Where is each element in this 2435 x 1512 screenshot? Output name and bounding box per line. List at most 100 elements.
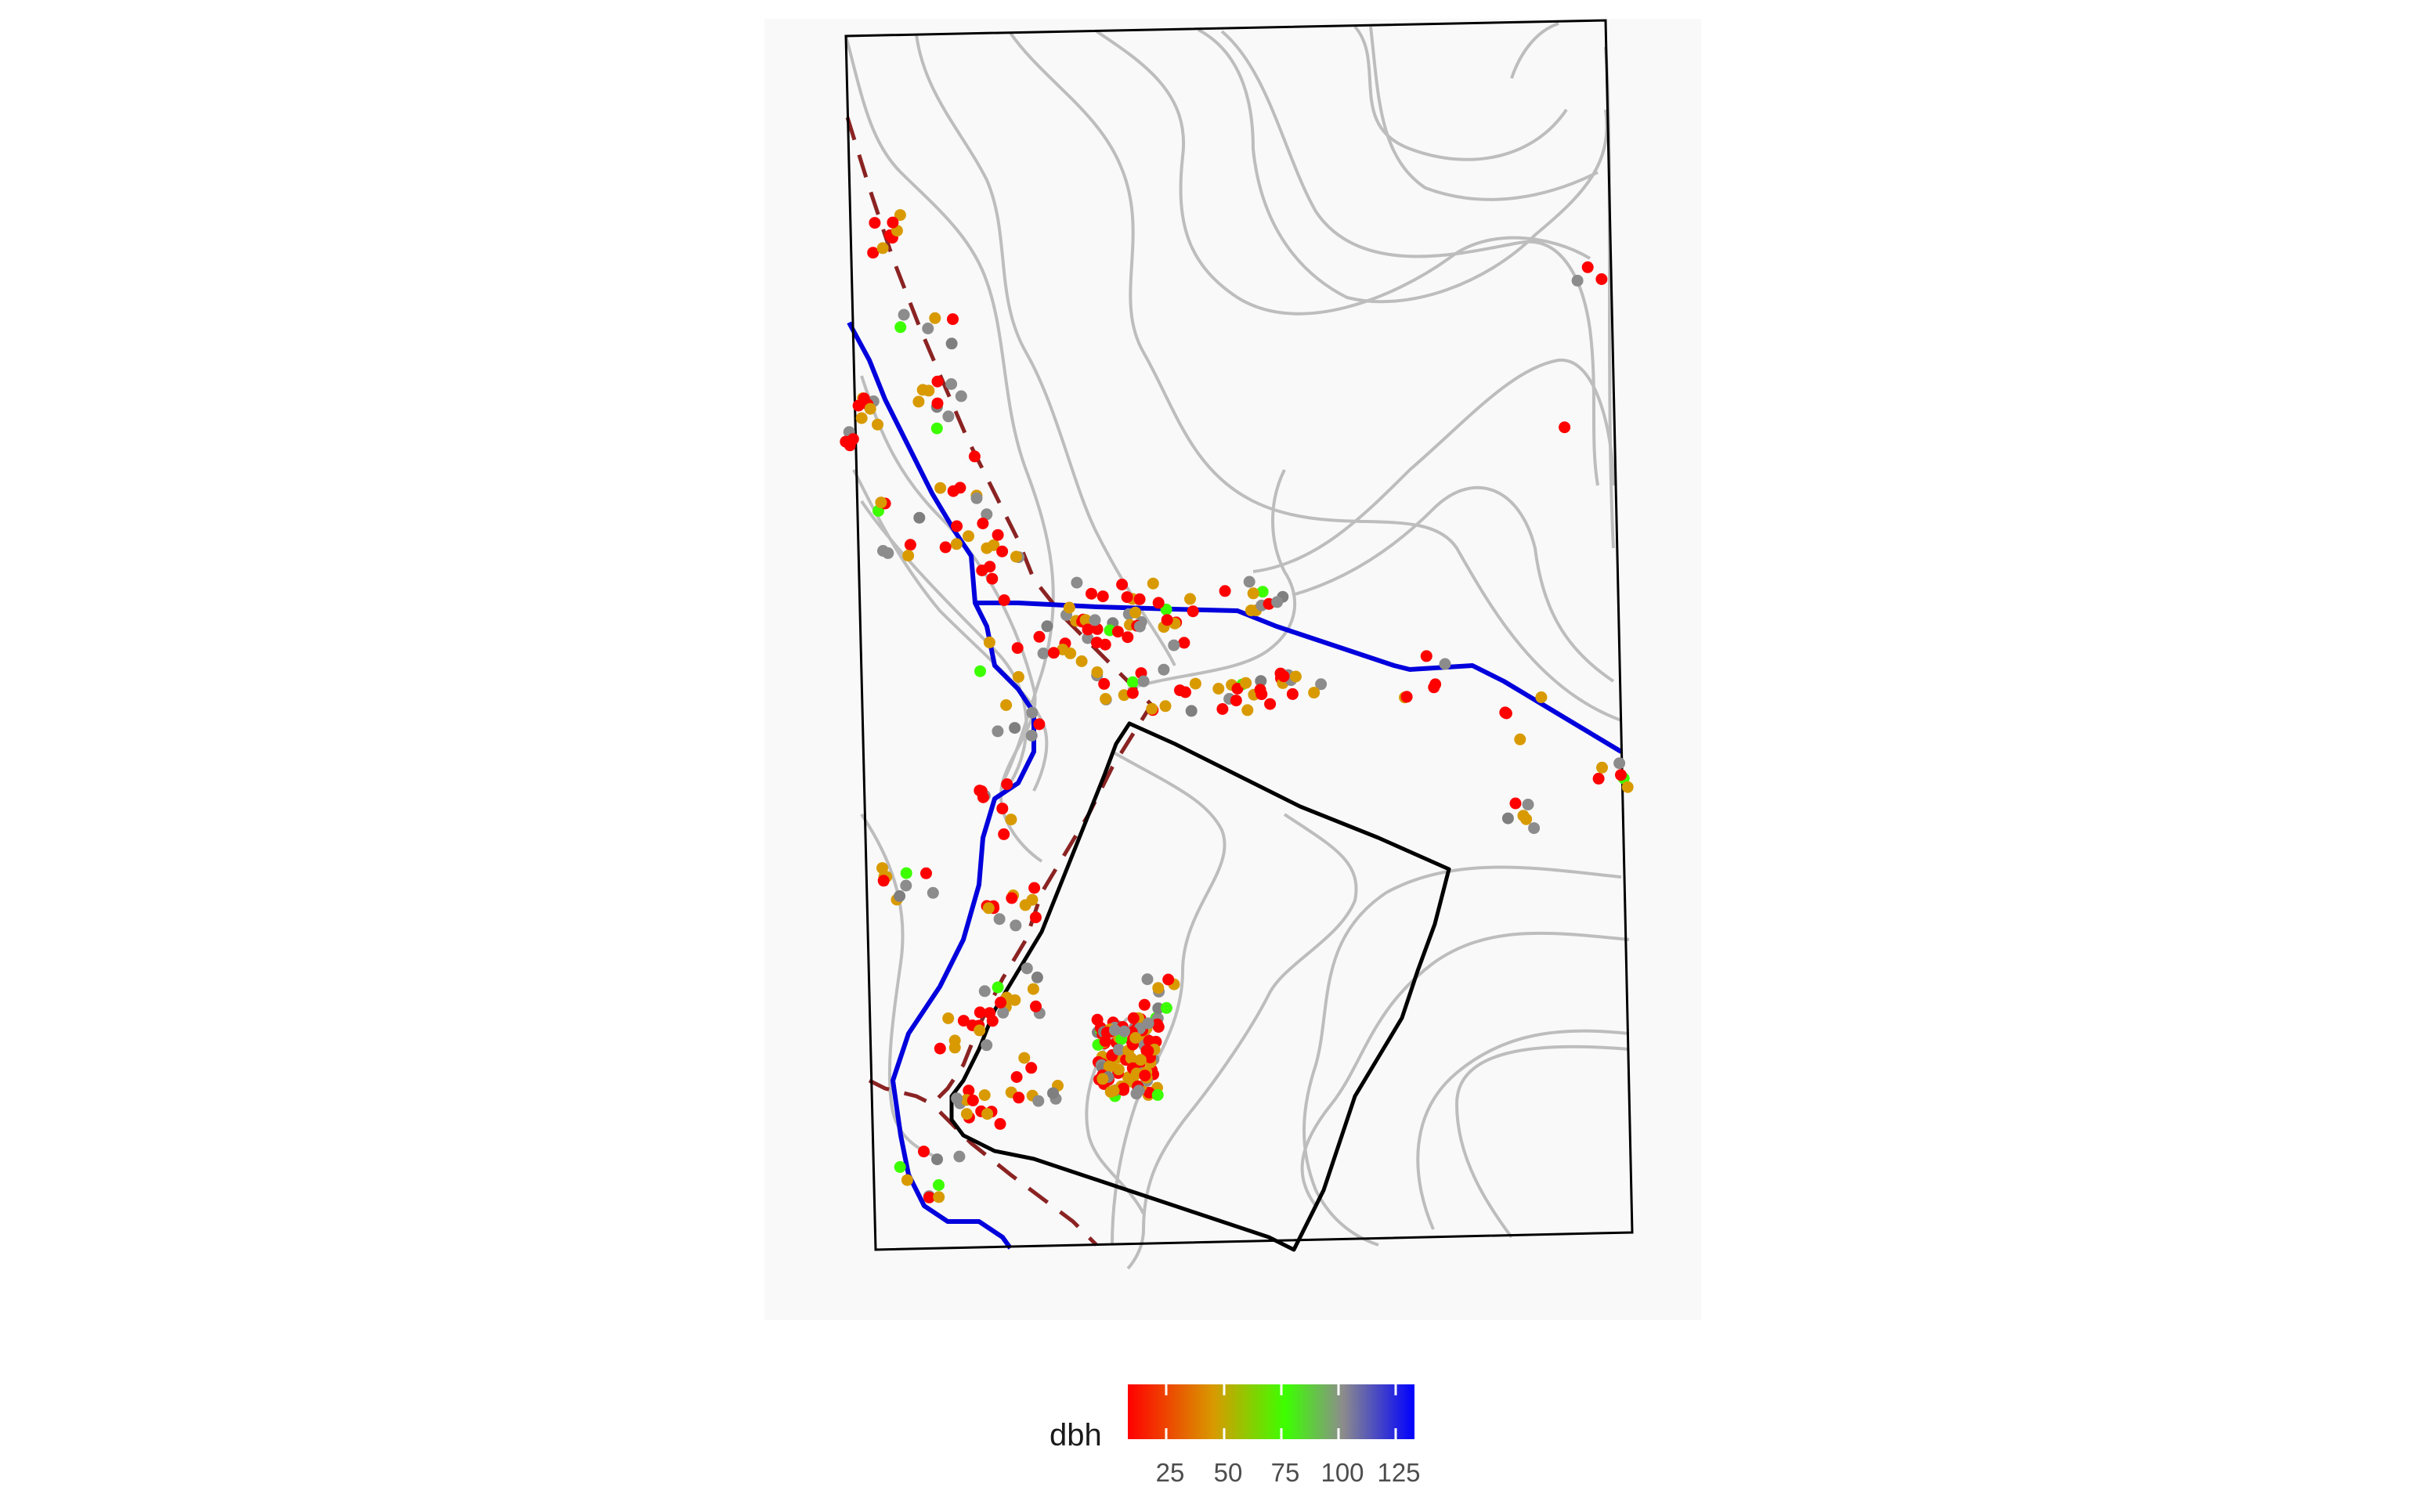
tree-point — [1108, 1024, 1121, 1037]
tree-point — [1615, 769, 1627, 781]
plot-boundary — [949, 721, 1451, 1252]
tree-point — [869, 217, 881, 229]
contour-line — [1111, 750, 1227, 1246]
tree-point — [981, 1108, 994, 1120]
contour-line — [1416, 1029, 1630, 1230]
tree-point — [1499, 706, 1512, 719]
tree-point — [992, 529, 1004, 541]
tree-point — [858, 392, 870, 405]
stream-line — [847, 321, 1623, 1250]
tree-point — [978, 985, 991, 998]
tree-point — [1075, 655, 1088, 667]
tree-point — [933, 1179, 945, 1191]
tree-point — [1047, 1087, 1059, 1099]
tree-point — [960, 1108, 973, 1120]
tree-point — [1212, 683, 1225, 695]
tree-point — [1079, 614, 1092, 626]
tree-point — [974, 1006, 986, 1019]
contour-line — [1252, 358, 1615, 573]
tree-point — [1152, 1002, 1165, 1015]
tree-point — [931, 375, 944, 388]
tree-point — [855, 412, 868, 424]
tree-point — [867, 247, 880, 259]
tree-point — [1139, 1070, 1151, 1082]
tree-point — [1010, 550, 1022, 563]
legend: dbh 25 50 75 100 125 — [1050, 1384, 1421, 1487]
tree-point — [994, 1117, 1006, 1130]
tree-point — [894, 321, 907, 334]
tree-point — [1289, 670, 1302, 683]
tree-point — [1274, 667, 1287, 680]
tree-point — [1152, 597, 1165, 609]
legend-tick-label: 100 — [1320, 1458, 1364, 1487]
tree-point — [1271, 596, 1284, 608]
tree-point — [1133, 593, 1146, 605]
contour-line — [1292, 485, 1615, 683]
contour-line — [1220, 30, 1599, 486]
tree-point — [902, 550, 915, 562]
tree-point — [1096, 590, 1109, 603]
tree-point — [1133, 620, 1146, 633]
tree-point — [977, 518, 989, 529]
tree-point — [864, 402, 876, 415]
tree-point — [1143, 1034, 1155, 1047]
legend-tick-label: 25 — [1156, 1458, 1185, 1487]
tree-point — [1613, 757, 1626, 770]
tree-point — [1174, 684, 1186, 697]
tree-point — [1029, 911, 1042, 924]
tree-point — [1592, 772, 1605, 785]
tree-point — [998, 828, 1010, 840]
tree-point — [1028, 882, 1041, 894]
tree-point — [1096, 1073, 1109, 1085]
tree-point — [875, 496, 887, 509]
tree-point — [997, 1006, 1010, 1019]
tree-point — [1031, 971, 1043, 983]
tree-point — [983, 636, 995, 648]
tree-point — [1147, 577, 1159, 590]
tree-point — [1158, 663, 1170, 676]
tree-point — [1010, 1071, 1023, 1083]
tree-point — [1009, 994, 1021, 1006]
tree-point — [901, 1174, 913, 1186]
tree-point — [1025, 729, 1038, 742]
tree-point — [1041, 620, 1053, 633]
tree-point — [1127, 1012, 1140, 1024]
tree-point — [1514, 733, 1526, 745]
tree-point — [1255, 675, 1267, 687]
tree-point — [1032, 1095, 1045, 1107]
tree-point — [1033, 718, 1046, 731]
tree-point — [1254, 684, 1266, 696]
tree-point — [918, 1146, 930, 1158]
tree-point — [948, 1034, 961, 1047]
tree-point — [1522, 799, 1534, 810]
tree-point — [1160, 1001, 1172, 1014]
tree-point — [894, 209, 906, 222]
tree-point — [945, 337, 958, 350]
tree-point — [1596, 761, 1608, 774]
tree-point — [1121, 591, 1133, 604]
tree-point — [957, 1015, 970, 1027]
tree-point — [1138, 998, 1151, 1011]
tree-point — [1037, 648, 1050, 659]
tree-point — [986, 1015, 999, 1027]
tree-point — [1126, 676, 1139, 688]
tree-point — [1520, 813, 1533, 825]
tree-point — [951, 1092, 963, 1105]
tree-point — [1129, 606, 1142, 619]
tree-point — [1162, 973, 1175, 986]
tree-point — [996, 803, 1009, 815]
tree-point — [945, 378, 958, 390]
tree-point — [1133, 1084, 1145, 1097]
tree-point — [1116, 579, 1129, 590]
tree-point — [1159, 700, 1172, 713]
tree-point — [1509, 797, 1522, 810]
tree-point — [1247, 587, 1259, 600]
tree-point — [1216, 703, 1229, 715]
tree-point — [931, 397, 944, 410]
tree-point — [1439, 658, 1451, 670]
tree-point — [1142, 1017, 1154, 1030]
tree-point — [931, 1153, 943, 1166]
tree-point — [1112, 1063, 1125, 1076]
tree-point — [847, 433, 859, 446]
